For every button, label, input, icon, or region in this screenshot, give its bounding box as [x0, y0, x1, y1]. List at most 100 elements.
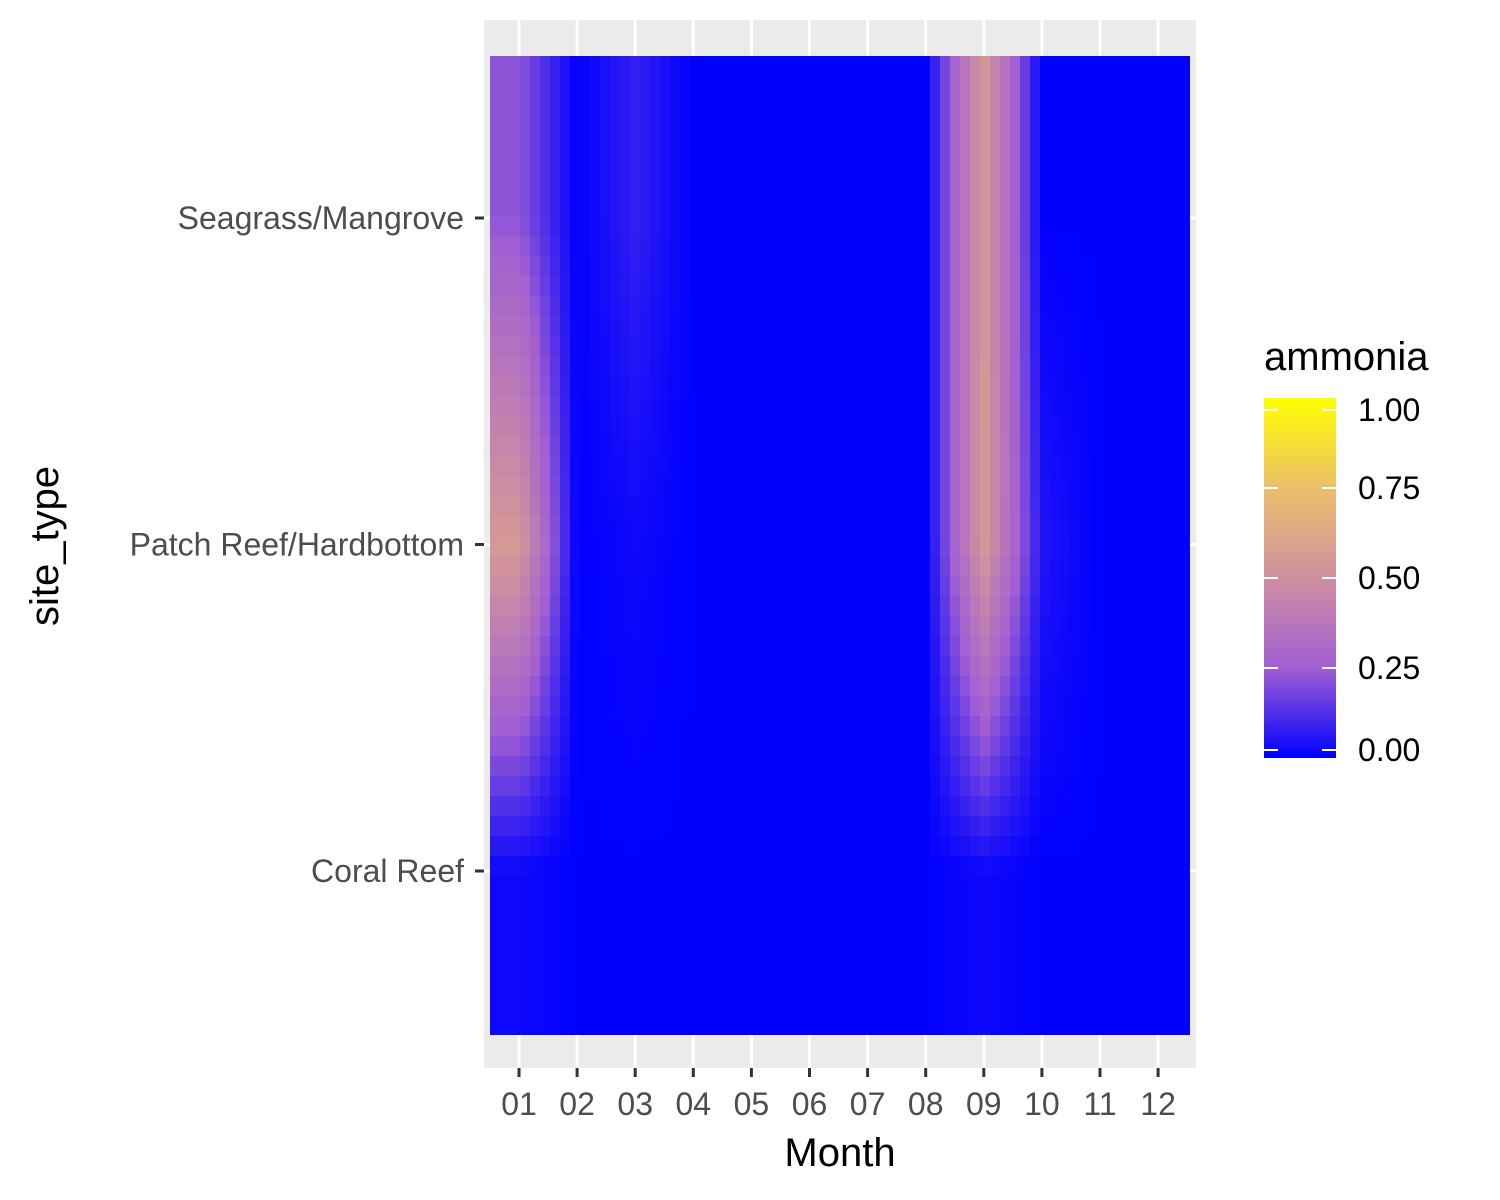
- heatmap-tile-3169: [680, 956, 691, 977]
- heatmap-tile-3406: [950, 1016, 961, 1035]
- heatmap-tile-761: [1100, 256, 1111, 277]
- heatmap-tile-71: [500, 76, 511, 97]
- heatmap-tile-1156: [850, 376, 861, 397]
- heatmap-tile-117: [960, 76, 971, 97]
- heatmap-tile-908: [1170, 296, 1181, 317]
- heatmap-tile-618: [1070, 216, 1081, 237]
- heatmap-tile-841: [500, 296, 511, 317]
- heatmap-tile-2750: [690, 836, 701, 857]
- heatmap-tile-113: [920, 76, 931, 97]
- heatmap-tile-3004: [1130, 896, 1141, 917]
- heatmap-tile-368: [670, 156, 681, 177]
- heatmap-tile-3262: [910, 976, 921, 997]
- heatmap-tile-359: [580, 156, 591, 177]
- heatmap-tile-13: [620, 56, 631, 77]
- heatmap-tile-2391: [600, 736, 611, 757]
- heatmap-tile-498: [570, 196, 581, 217]
- heatmap-tile-1491: [700, 476, 711, 497]
- heatmap-tile-1094: [930, 356, 941, 377]
- legend-ticks: 0.000.250.500.751.00: [1264, 392, 1420, 768]
- heatmap-tile-46: [950, 56, 961, 77]
- heatmap-tile-2658: [1170, 796, 1181, 817]
- heatmap-tile-2335: [740, 716, 751, 737]
- heatmap-tile-2523: [520, 776, 531, 797]
- heatmap-tile-1144: [730, 376, 741, 397]
- heatmap-tile-1223: [820, 396, 831, 417]
- heatmap-tile-225: [640, 116, 651, 137]
- heatmap-tile-108: [870, 76, 881, 97]
- heatmap-tile-477: [1060, 176, 1071, 197]
- heatmap-tile-1182: [1110, 376, 1121, 397]
- heatmap-tile-2451: [500, 756, 511, 777]
- heatmap-tile-2300: [1090, 696, 1101, 717]
- heatmap-tile-279: [1180, 116, 1190, 137]
- x-tick-label-07: 07: [850, 1086, 886, 1122]
- heatmap-tile-3358: [1170, 996, 1181, 1017]
- heatmap-tile-3222: [510, 976, 521, 997]
- heatmap-tile-608: [970, 216, 981, 237]
- heatmap-tile-2718: [1070, 816, 1081, 837]
- heatmap-tile-446: [750, 176, 761, 197]
- heatmap-tile-3153: [520, 956, 531, 977]
- heatmap-tile-1247: [1060, 396, 1071, 417]
- heatmap-tile-1609: [1180, 496, 1190, 517]
- heatmap-tile-62: [1110, 56, 1121, 77]
- heatmap-tile-652: [710, 236, 721, 257]
- heatmap-tile-2235: [1140, 676, 1151, 697]
- heatmap-tile-604: [930, 216, 941, 237]
- heatmap-tile-1879: [1080, 576, 1091, 597]
- heatmap-tile-2828: [770, 856, 781, 877]
- heatmap-tile-2559: [880, 776, 891, 797]
- heatmap-tile-3265: [940, 976, 951, 997]
- heatmap-tile-3402: [910, 1016, 921, 1035]
- heatmap-tile-1944: [1030, 596, 1041, 617]
- heatmap-tile-2973: [820, 896, 831, 917]
- heatmap-tile-1170: [990, 376, 1001, 397]
- heatmap-tile-1269: [580, 416, 591, 437]
- heatmap-tile-631: [500, 236, 511, 257]
- heatmap-tile-1056: [550, 356, 561, 377]
- heatmap-tile-2595: [540, 796, 551, 817]
- heatmap-tile-431: [600, 176, 611, 197]
- heatmap-tile-846: [550, 296, 561, 317]
- heatmap-tile-558: [1170, 196, 1181, 217]
- heatmap-tile-335: [1040, 136, 1051, 157]
- heatmap-tile-1572: [810, 496, 821, 517]
- heatmap-tile-733: [820, 256, 831, 277]
- heatmap-tile-506: [650, 196, 661, 217]
- heatmap-tile-1308: [970, 416, 981, 437]
- heatmap-tile-2814: [630, 856, 641, 877]
- heatmap-tile-1114: [1130, 356, 1141, 377]
- heatmap-tile-2988: [970, 896, 981, 917]
- heatmap-tile-1063: [620, 356, 631, 377]
- heatmap-tile-589: [780, 216, 791, 237]
- heatmap-tile-1368: [870, 436, 881, 457]
- heatmap-tile-540: [990, 196, 1001, 217]
- heatmap-tile-2065: [840, 636, 851, 657]
- heatmap-tile-52: [1010, 56, 1021, 77]
- heatmap-tile-1620: [590, 516, 601, 537]
- heatmap-tile-2475: [740, 756, 751, 777]
- heatmap-tile-2590: [490, 796, 501, 817]
- heatmap-tile-1738: [1070, 536, 1081, 557]
- heatmap-tile-2630: [890, 796, 901, 817]
- heatmap-tile-2603: [620, 796, 631, 817]
- heatmap-tile-35: [840, 56, 851, 77]
- heatmap-tile-969: [1080, 316, 1091, 337]
- heatmap-tile-1052: [510, 356, 521, 377]
- heatmap-tile-1556: [650, 496, 661, 517]
- heatmap-tile-3193: [920, 956, 931, 977]
- heatmap-tile-3295: [540, 996, 551, 1017]
- heatmap-tile-2594: [530, 796, 541, 817]
- heatmap-tile-3093: [620, 936, 631, 957]
- heatmap-tile-1203: [620, 396, 631, 417]
- heatmap-tile-1433: [820, 456, 831, 477]
- heatmap-tile-490: [490, 196, 501, 217]
- heatmap-tile-217: [560, 116, 571, 137]
- heatmap-tile-2501: [1000, 756, 1011, 777]
- heatmap-tile-1779: [780, 556, 791, 577]
- heatmap-tile-403: [1020, 156, 1031, 177]
- heatmap-tile-3101: [700, 936, 711, 957]
- heatmap-tile-1740: [1090, 536, 1101, 557]
- heatmap-tile-995: [640, 336, 651, 357]
